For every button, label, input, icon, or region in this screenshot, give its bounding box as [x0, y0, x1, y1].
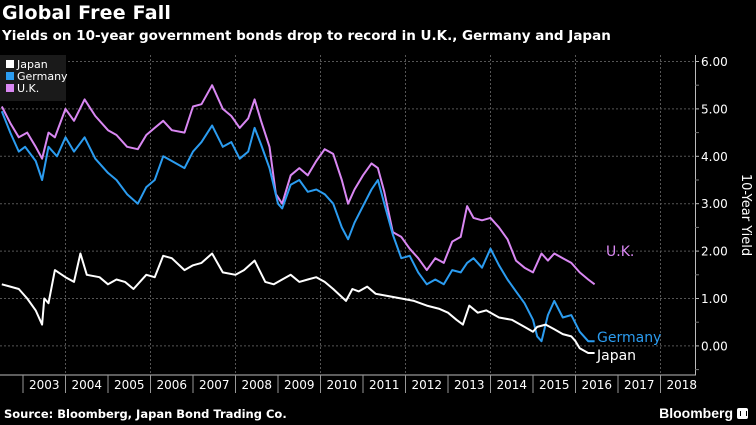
x-tick-label: 2013: [454, 378, 485, 392]
x-tick-label: 2011: [369, 378, 400, 392]
y-tick-label: 6.00: [701, 55, 728, 69]
y-tick-label: 5.00: [701, 102, 728, 116]
x-tick-label: 2007: [199, 378, 230, 392]
series-line-uk: [0, 84, 596, 286]
y-tick-label: 4.00: [701, 150, 728, 164]
series-line-germany: [0, 110, 595, 343]
chart-title: Global Free Fall: [2, 2, 172, 24]
bloomberg-chart-icon: [737, 407, 748, 419]
legend-swatch-germany: [6, 72, 14, 80]
y-axis-label: 10-Year Yield: [738, 174, 753, 256]
y-tick-label: 2.00: [701, 245, 728, 259]
x-tick-label: 2008: [241, 378, 272, 392]
x-tick-label: 2004: [71, 378, 102, 392]
x-tick-label: 2006: [156, 378, 187, 392]
legend-label-japan: Japan: [16, 58, 48, 71]
x-tick-label: 2015: [539, 378, 570, 392]
legend-swatch-uk: [6, 84, 14, 92]
brand-name: Bloomberg: [659, 405, 733, 421]
x-tick-label: 2014: [496, 378, 527, 392]
end-label-germany: Germany: [597, 330, 661, 346]
y-tick-label: 0.00: [701, 339, 728, 353]
legend-label-uk: U.K.: [17, 82, 39, 95]
end-labels: U.K. Germany Japan: [596, 244, 661, 364]
chart-subtitle: Yields on 10-year government bonds drop …: [2, 28, 611, 44]
end-label-japan: Japan: [596, 348, 636, 364]
legend-swatch-japan: [6, 60, 14, 68]
x-tick-label: 2018: [666, 378, 697, 392]
series-line-japan: [1, 252, 595, 354]
grid-lines: [0, 55, 695, 375]
x-tick-label: 2016: [581, 378, 612, 392]
series-lines: [0, 84, 596, 354]
x-ticks: 2003 2004 2005 2006 2007 2008 2009 2010 2011 2012…: [22, 375, 697, 393]
source-note: Source: Bloomberg, Japan Bond Trading Co…: [4, 407, 287, 421]
x-tick-label: 2003: [29, 378, 60, 392]
x-tick-label: 2017: [624, 378, 655, 392]
legend-label-germany: Germany: [17, 70, 68, 83]
brand-logo: Bloomberg: [659, 405, 748, 421]
x-tick-label: 2010: [326, 378, 357, 392]
x-tick-label: 2009: [284, 378, 315, 392]
y-tick-label: 3.00: [701, 197, 728, 211]
x-tick-label: 2005: [114, 378, 145, 392]
axes: [0, 55, 696, 376]
x-tick-label: 2012: [411, 378, 442, 392]
y-ticks: 6.00 5.00 4.00 3.00 2.00 1.00 0.00: [695, 55, 728, 371]
end-label-uk: U.K.: [606, 244, 634, 260]
y-tick-label: 1.00: [701, 292, 728, 306]
